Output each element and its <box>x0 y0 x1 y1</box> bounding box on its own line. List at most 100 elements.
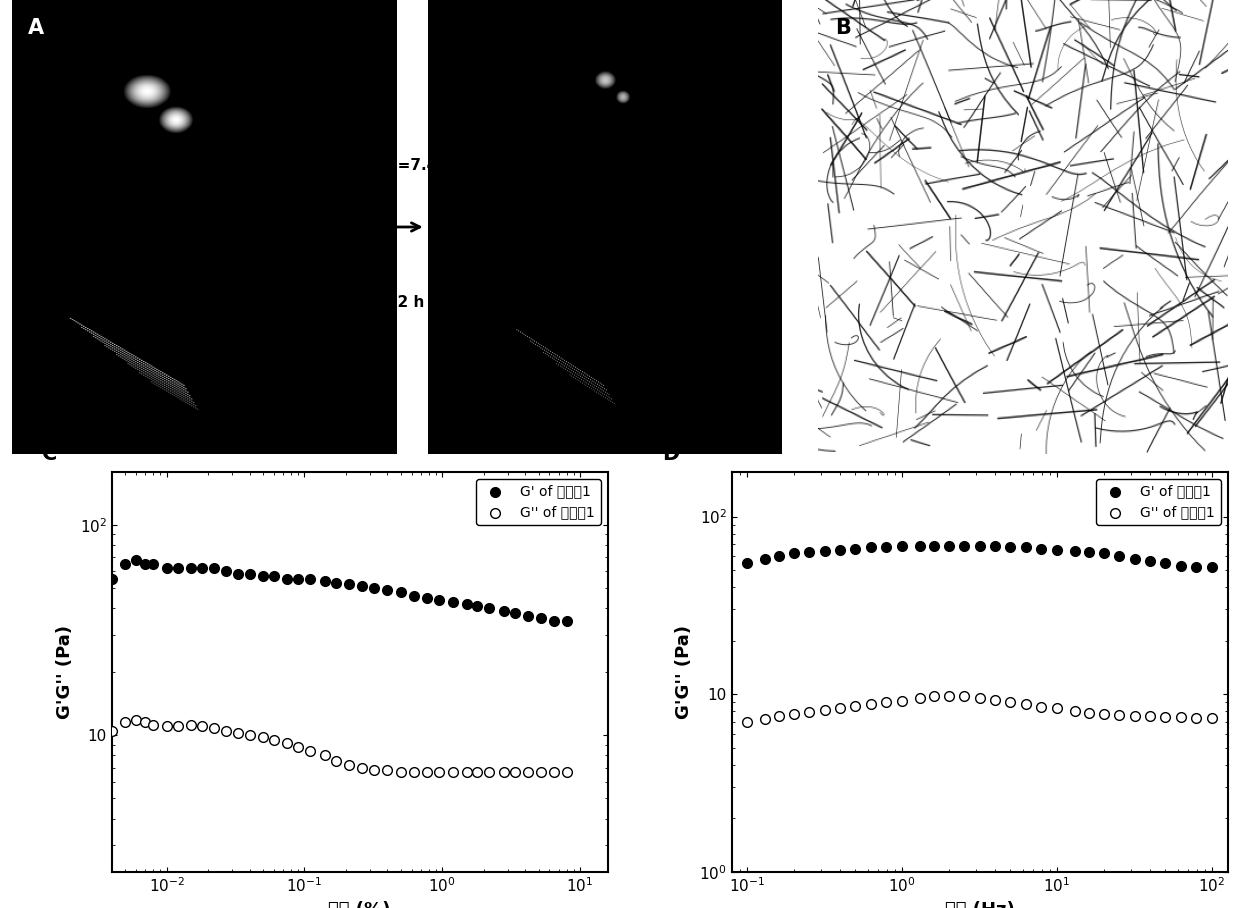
G' of 对比例1 <box>443 595 463 609</box>
G'' of 对比例1 <box>228 725 248 740</box>
X-axis label: 频率 (Hz): 频率 (Hz) <box>945 901 1014 908</box>
G'' of 对比例1 <box>737 715 756 729</box>
G' of 对比例1 <box>102 572 122 587</box>
G' of 对比例1 <box>971 539 991 554</box>
G'' of 对比例1 <box>192 719 212 734</box>
G'' of 对比例1 <box>1016 696 1035 711</box>
G' of 对比例1 <box>518 608 538 623</box>
G'' of 对比例1 <box>144 717 164 732</box>
G' of 对比例1 <box>253 568 273 583</box>
G' of 对比例1 <box>339 577 358 592</box>
G'' of 对比例1 <box>924 689 944 704</box>
G' of 对比例1 <box>531 611 551 626</box>
G' of 对比例1 <box>480 601 500 616</box>
G'' of 对比例1 <box>877 695 897 709</box>
G' of 对比例1 <box>467 599 487 614</box>
G' of 对比例1 <box>1126 551 1146 566</box>
G'' of 对比例1 <box>531 765 551 779</box>
G'' of 对比例1 <box>391 765 410 779</box>
G'' of 对比例1 <box>1094 707 1114 722</box>
G' of 对比例1 <box>300 572 320 587</box>
G' of 对比例1 <box>391 585 410 599</box>
G' of 对比例1 <box>494 604 513 618</box>
G' of 对比例1 <box>557 613 577 627</box>
G'' of 对比例1 <box>518 765 538 779</box>
Text: B: B <box>835 18 851 38</box>
G' of 对比例1 <box>939 539 959 554</box>
G'' of 对比例1 <box>115 715 135 729</box>
G'' of 对比例1 <box>846 698 866 713</box>
G'' of 对比例1 <box>544 765 564 779</box>
G'' of 对比例1 <box>135 715 155 729</box>
G'' of 对比例1 <box>1156 710 1176 725</box>
G' of 对比例1 <box>1094 546 1114 560</box>
G' of 对比例1 <box>278 572 298 587</box>
G'' of 对比例1 <box>326 754 346 768</box>
G'' of 对比例1 <box>892 694 911 708</box>
G' of 对比例1 <box>954 539 973 554</box>
G'' of 对比例1 <box>203 721 223 735</box>
G'' of 对比例1 <box>443 765 463 779</box>
G' of 对比例1 <box>203 561 223 576</box>
G' of 对比例1 <box>365 581 384 596</box>
G' of 对比例1 <box>1109 548 1128 563</box>
G'' of 对比例1 <box>986 693 1006 707</box>
G'' of 对比例1 <box>167 719 187 734</box>
G'' of 对比例1 <box>506 765 526 779</box>
G' of 对比例1 <box>288 572 308 587</box>
G'' of 对比例1 <box>404 765 424 779</box>
X-axis label: 应力 (%): 应力 (%) <box>329 901 391 908</box>
G'' of 对比例1 <box>769 709 789 724</box>
G' of 对比例1 <box>877 540 897 555</box>
G'' of 对比例1 <box>831 701 851 716</box>
G' of 对比例1 <box>144 557 164 571</box>
G' of 对比例1 <box>769 548 789 563</box>
G' of 对比例1 <box>737 556 756 570</box>
G'' of 对比例1 <box>278 735 298 750</box>
G' of 对比例1 <box>755 551 775 566</box>
G'' of 对比例1 <box>216 724 236 738</box>
G' of 对比例1 <box>167 561 187 576</box>
G'' of 对比例1 <box>315 748 335 763</box>
G'' of 对比例1 <box>971 691 991 706</box>
G' of 对比例1 <box>1047 542 1066 557</box>
G' of 对比例1 <box>239 568 259 582</box>
G' of 对比例1 <box>315 574 335 588</box>
G'' of 对比例1 <box>456 765 476 779</box>
G' of 对比例1 <box>1156 556 1176 570</box>
G'' of 对比例1 <box>264 733 284 747</box>
Text: C: C <box>42 444 57 464</box>
G' of 对比例1 <box>784 546 804 560</box>
G' of 对比例1 <box>1187 559 1207 574</box>
Legend: G' of 对比例1, G'' of 对比例1: G' of 对比例1, G'' of 对比例1 <box>476 479 600 525</box>
G' of 对比例1 <box>456 597 476 611</box>
Y-axis label: G'G'' (Pa): G'G'' (Pa) <box>56 625 74 719</box>
G' of 对比例1 <box>326 576 346 590</box>
G'' of 对比例1 <box>1001 695 1021 709</box>
Text: 12 h: 12 h <box>387 295 425 311</box>
G'' of 对比例1 <box>1202 711 1221 725</box>
G'' of 对比例1 <box>102 724 122 738</box>
Text: pH=7.4: pH=7.4 <box>374 157 438 173</box>
G'' of 对比例1 <box>755 712 775 726</box>
G' of 对比例1 <box>831 542 851 557</box>
G' of 对比例1 <box>1016 540 1035 555</box>
G'' of 对比例1 <box>1047 701 1066 716</box>
G'' of 对比例1 <box>1187 711 1207 725</box>
G'' of 对比例1 <box>156 719 176 734</box>
G' of 对比例1 <box>1202 559 1221 574</box>
G' of 对比例1 <box>264 568 284 583</box>
G'' of 对比例1 <box>377 763 397 777</box>
G'' of 对比例1 <box>1065 704 1085 718</box>
G' of 对比例1 <box>1141 554 1161 568</box>
G' of 对比例1 <box>986 539 1006 554</box>
G' of 对比例1 <box>1001 540 1021 555</box>
G'' of 对比例1 <box>939 688 959 703</box>
G'' of 对比例1 <box>417 765 436 779</box>
G' of 对比例1 <box>429 592 449 607</box>
G' of 对比例1 <box>115 557 135 571</box>
G' of 对比例1 <box>1065 544 1085 558</box>
G'' of 对比例1 <box>480 765 500 779</box>
G' of 对比例1 <box>377 583 397 597</box>
G' of 对比例1 <box>404 588 424 603</box>
